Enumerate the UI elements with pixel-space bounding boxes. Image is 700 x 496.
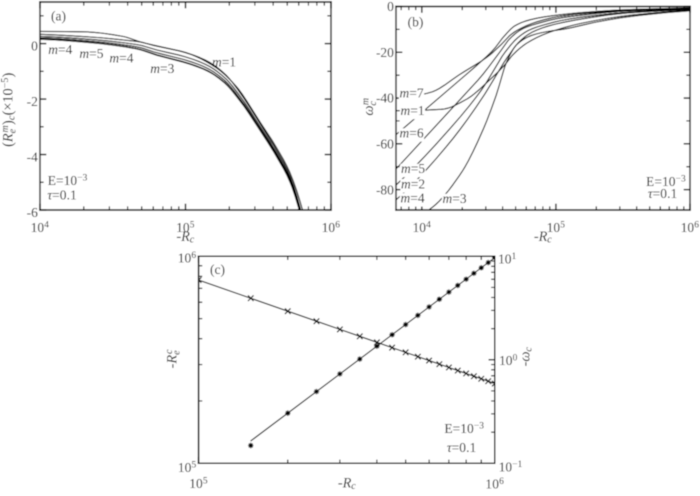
svg-text:1 0 4: 1 0 4 xyxy=(31,212,50,237)
svg-text:m = 1: m = 1 xyxy=(400,95,424,120)
svg-text:( ) ( × 1: ( ) ( × 1 0 ) R e m c − 5 xyxy=(0,67,21,147)
svg-text:-2: -2 xyxy=(27,94,38,109)
svg-text:m = 5: m = 5 xyxy=(401,153,425,178)
svg-text:- R e c: - R e c xyxy=(156,345,184,368)
svg-text:τ = 0 . 1: τ = 0 . 1 xyxy=(447,432,476,457)
svg-text:m = 4: m = 4 xyxy=(48,34,72,59)
svg-text:1 0 5: 1 0 5 xyxy=(178,452,197,477)
svg-text:1 0 5: 1 0 5 xyxy=(547,212,566,237)
svg-text:-60: -60 xyxy=(376,137,394,152)
svg-text:- R c: - R c xyxy=(534,221,553,246)
svg-text:0: 0 xyxy=(31,39,38,54)
svg-text:(a): (a) xyxy=(51,9,66,24)
svg-text:-4: -4 xyxy=(27,150,38,165)
svg-text:-80: -80 xyxy=(376,182,394,197)
svg-text:(c): (c) xyxy=(210,262,225,277)
svg-text:m = 3: m = 3 xyxy=(150,53,174,78)
svg-text:m = 2: m = 2 xyxy=(401,169,425,194)
svg-text:- ω c: - ω c xyxy=(510,346,535,366)
svg-text:m = 5: m = 5 xyxy=(79,38,103,63)
svg-text:1 0 0: 1 0 0 xyxy=(499,345,518,370)
svg-text:m = 6: m = 6 xyxy=(399,118,423,143)
svg-text:E = 1 0 −: E = 1 0 − 3 xyxy=(48,161,88,190)
svg-text:1 0 − 1: 1 0 − 1 xyxy=(499,447,524,476)
svg-text:1 0 5: 1 0 5 xyxy=(189,468,208,493)
svg-text:m = 4: m = 4 xyxy=(400,183,424,208)
svg-text:τ = 0 . 1: τ = 0 . 1 xyxy=(47,179,76,204)
svg-text:1 0 6: 1 0 6 xyxy=(485,468,504,493)
svg-text:-40: -40 xyxy=(376,91,394,106)
svg-text:E = 1 0 −: E = 1 0 − 3 xyxy=(646,162,686,191)
svg-text:m = 4: m = 4 xyxy=(109,43,133,68)
svg-text:- R c: - R c xyxy=(338,467,357,492)
svg-text:-20: -20 xyxy=(376,45,394,60)
svg-text:E = 1 0 −: E = 1 0 − 3 xyxy=(444,409,484,438)
svg-text:0: 0 xyxy=(387,0,394,14)
svg-text:τ = 0 . 1: τ = 0 . 1 xyxy=(648,178,677,203)
svg-text:1 0 6: 1 0 6 xyxy=(178,242,197,267)
svg-text:1 0 5: 1 0 5 xyxy=(176,212,195,237)
svg-text:ω c m: ω c m xyxy=(353,96,381,116)
svg-text:m = 7: m = 7 xyxy=(399,78,423,103)
svg-text:1 0 4: 1 0 4 xyxy=(413,212,432,237)
svg-text:(b): (b) xyxy=(408,15,424,30)
svg-text:m = 1: m = 1 xyxy=(212,47,236,72)
svg-text:-6: -6 xyxy=(27,205,38,220)
svg-text:- R c: - R c xyxy=(176,221,195,246)
svg-text:1 0 6: 1 0 6 xyxy=(681,212,700,237)
svg-text:1 0 1: 1 0 1 xyxy=(498,243,517,268)
svg-text:m = 3: m = 3 xyxy=(442,183,466,208)
svg-text:1 0 6: 1 0 6 xyxy=(322,212,341,237)
